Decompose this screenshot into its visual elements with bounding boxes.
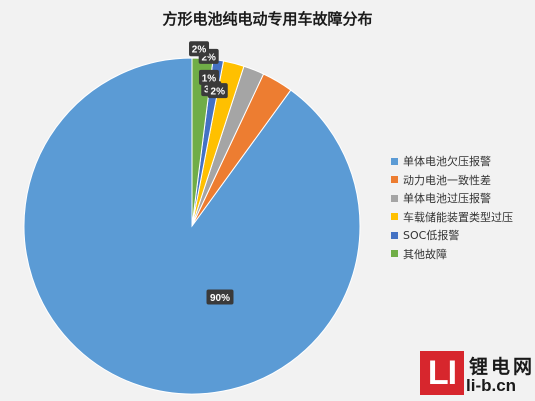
watermark-name: 锂电网 <box>469 356 535 378</box>
data-label-text: 1% <box>202 73 217 84</box>
data-label-text: 2% <box>192 45 207 56</box>
data-label: 90% <box>206 289 234 305</box>
data-label-bg <box>198 69 219 85</box>
data-label-text: 2% <box>211 87 226 98</box>
watermark-url: li-b.cn <box>466 376 517 395</box>
legend-label: 动力电池一致性差 <box>403 173 491 187</box>
legend-label: 车载储能装置类型过压 <box>403 210 513 224</box>
data-label-text: 90% <box>210 293 230 304</box>
legend-item: 单体电池欠压报警 <box>391 152 513 171</box>
legend-item: 单体电池过压报警 <box>391 189 513 208</box>
data-label: 2% <box>189 41 210 57</box>
legend-item: 其他故障 <box>391 245 513 264</box>
legend-item: SOC低报警 <box>391 226 513 245</box>
legend-label: 其他故障 <box>403 247 447 261</box>
legend-item: 车载储能装置类型过压 <box>391 208 513 227</box>
legend-label: 单体电池欠压报警 <box>403 155 491 169</box>
legend-swatch <box>391 194 398 202</box>
chart-title: 方形电池纯电动专用车故障分布 <box>162 10 373 28</box>
data-label-text: 2% <box>201 52 216 63</box>
legend-label: 单体电池过压报警 <box>403 192 491 206</box>
legend-swatch <box>391 231 398 239</box>
legend-swatch <box>391 176 398 184</box>
chart-legend: 单体电池欠压报警 动力电池一致性差 单体电池过压报警车载储能装置类型过压 SOC低报警… <box>391 152 513 263</box>
legend-item: 动力电池一致性差 <box>391 171 513 190</box>
data-label-bg <box>206 289 234 305</box>
watermark-logo: LI <box>420 351 464 395</box>
data-label: 1% <box>198 69 219 85</box>
data-label-bg <box>189 41 210 57</box>
legend-label: SOC低报警 <box>403 229 460 243</box>
data-label: 2% <box>207 83 228 99</box>
legend-swatch <box>391 213 398 221</box>
legend-swatch <box>391 250 398 258</box>
legend-swatch <box>391 157 398 165</box>
data-label-bg <box>207 83 228 99</box>
